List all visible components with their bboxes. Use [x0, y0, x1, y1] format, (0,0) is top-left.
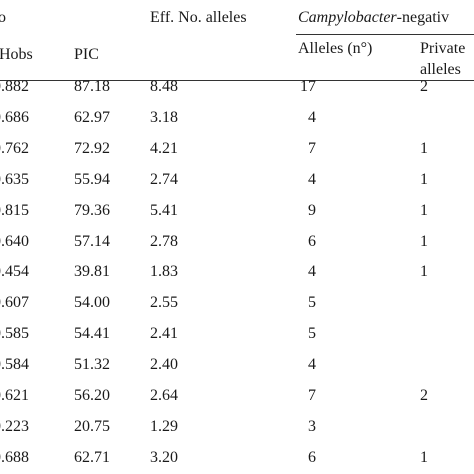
table-cell: 8.48 — [150, 78, 178, 95]
table-cell: 72.92 — [74, 139, 110, 157]
table-cell: 54.41 — [74, 325, 110, 343]
table-cell: 5 — [308, 325, 316, 343]
table-cell: 79.36 — [74, 201, 110, 219]
table-cell: 6 — [308, 448, 316, 466]
table-cell: 0.688 — [0, 448, 29, 466]
table-cell: 1 — [420, 232, 428, 250]
table-cell: 4.21 — [150, 139, 178, 157]
table-cell: 7 — [308, 139, 316, 157]
header-text: -negativ — [396, 9, 450, 26]
table-cell: 7 — [308, 387, 316, 404]
table-cell: 39.81 — [74, 263, 110, 281]
table-cell: 6 — [308, 232, 316, 250]
table-cell: 0.584 — [0, 356, 29, 374]
table-cell: 1 — [420, 448, 428, 466]
header-cell: alleles — [420, 61, 461, 78]
header-italic: Campylobacter — [298, 9, 397, 26]
header-cell: Campylobacter-negativ — [298, 9, 449, 27]
table-cell: 17 — [300, 78, 316, 95]
table-cell: 4 — [308, 170, 316, 188]
header-rule — [296, 34, 474, 35]
table-cell: 0.762 — [0, 139, 29, 157]
table-cell: 0.640 — [0, 232, 29, 250]
table-cell: 4 — [308, 356, 316, 374]
table-cell: 0.882 — [0, 78, 29, 95]
table-cell: 2 — [420, 78, 428, 95]
table-cell: 5 — [308, 294, 316, 312]
table-cell: 2.55 — [150, 294, 178, 312]
table-cell: 20.75 — [74, 417, 110, 435]
header-cell: PIC — [74, 46, 99, 63]
table-cell: 1 — [420, 139, 428, 157]
table-cell: 2.74 — [150, 170, 178, 188]
table-cell: 0.585 — [0, 325, 29, 343]
table-cell: 3 — [308, 417, 316, 435]
table-cell: 3.18 — [150, 108, 178, 126]
table-cell: 2.64 — [150, 387, 178, 404]
table-cell: 2 — [420, 387, 428, 404]
table-cell: 0.686 — [0, 108, 29, 126]
header-rule — [0, 80, 474, 81]
table-cell: 2.40 — [150, 356, 178, 374]
table-cell: 55.94 — [74, 170, 110, 188]
table-cell: 1.83 — [150, 263, 178, 281]
table-cell: 0.223 — [0, 417, 29, 435]
table-cell: 57.14 — [74, 232, 110, 250]
table-cell: 87.18 — [74, 78, 110, 95]
table-cell: 1 — [420, 201, 428, 219]
table-cell: 2.41 — [150, 325, 178, 343]
table-cell: 54.00 — [74, 294, 110, 312]
table-cell: 1.29 — [150, 417, 178, 435]
table-cell: 0.454 — [0, 263, 29, 281]
table-cell: 0.815 — [0, 201, 29, 219]
table-cell: 1 — [420, 170, 428, 188]
table-cell: 2.78 — [150, 232, 178, 250]
table-cell: 4 — [308, 108, 316, 126]
table-cell: 62.97 — [74, 108, 110, 126]
table-cell: 1 — [420, 263, 428, 281]
table-cell: 9 — [308, 201, 316, 219]
header-cell: Private — [420, 40, 466, 57]
table-cell: 5.41 — [150, 201, 178, 219]
table-cell: 56.20 — [74, 387, 110, 404]
table-cell: 62.71 — [74, 448, 110, 466]
table-cell: 0.621 — [0, 387, 29, 404]
header-cell: Hobs — [0, 46, 33, 63]
table-cell: 51.32 — [74, 356, 110, 374]
table-cell: 3.20 — [150, 448, 178, 466]
table-cell: 4 — [308, 263, 316, 281]
header-cell: Alleles (n°) — [298, 40, 373, 57]
table-cell: 0.607 — [0, 294, 29, 312]
header-cell: o — [0, 9, 6, 26]
table-cell: 0.635 — [0, 170, 29, 188]
header-cell: Eff. No. alleles — [150, 9, 247, 26]
